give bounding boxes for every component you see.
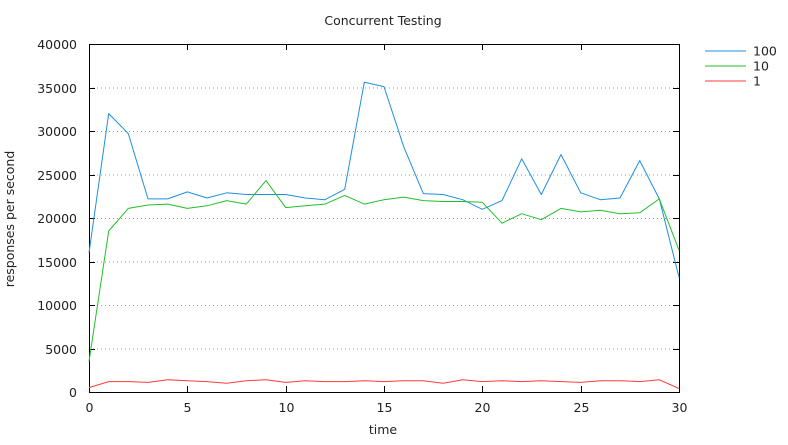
x-tick-label: 5 bbox=[184, 400, 192, 415]
legend-label-10: 10 bbox=[753, 59, 769, 74]
plot-frame bbox=[89, 44, 680, 393]
x-tick-label: 30 bbox=[672, 400, 688, 415]
series-lines bbox=[88, 81, 680, 389]
x-tick-label: 0 bbox=[86, 400, 94, 415]
x-tick-label: 25 bbox=[574, 400, 590, 415]
x-tick-label: 15 bbox=[377, 400, 393, 415]
y-tick-label: 25000 bbox=[37, 168, 77, 183]
legend-label-1: 1 bbox=[753, 74, 761, 89]
y-tick-label: 5000 bbox=[45, 342, 77, 357]
x-tick-label: 20 bbox=[475, 400, 491, 415]
grid-lines bbox=[89, 87, 679, 350]
y-axis-label: responses per second bbox=[2, 151, 17, 288]
x-axis-label: time bbox=[369, 422, 398, 437]
tick-labels: 0 5000 10000 15000 20000 25000 30000 35000 40000… bbox=[37, 37, 687, 415]
y-tick-label: 10000 bbox=[37, 298, 77, 313]
y-tick-label: 40000 bbox=[37, 37, 77, 52]
series-line-100 bbox=[88, 81, 680, 278]
chart-title: Concurrent Testing bbox=[324, 13, 441, 28]
series-line-10 bbox=[88, 180, 680, 362]
y-tick-label: 15000 bbox=[37, 255, 77, 270]
y-tick-label: 20000 bbox=[37, 211, 77, 226]
y-tick-label: 30000 bbox=[37, 124, 77, 139]
series-line-1 bbox=[88, 379, 680, 389]
x-tick-label: 10 bbox=[279, 400, 295, 415]
legend-label-100: 100 bbox=[753, 44, 777, 59]
y-tick-label: 0 bbox=[69, 385, 77, 400]
y-tick-label: 35000 bbox=[37, 81, 77, 96]
